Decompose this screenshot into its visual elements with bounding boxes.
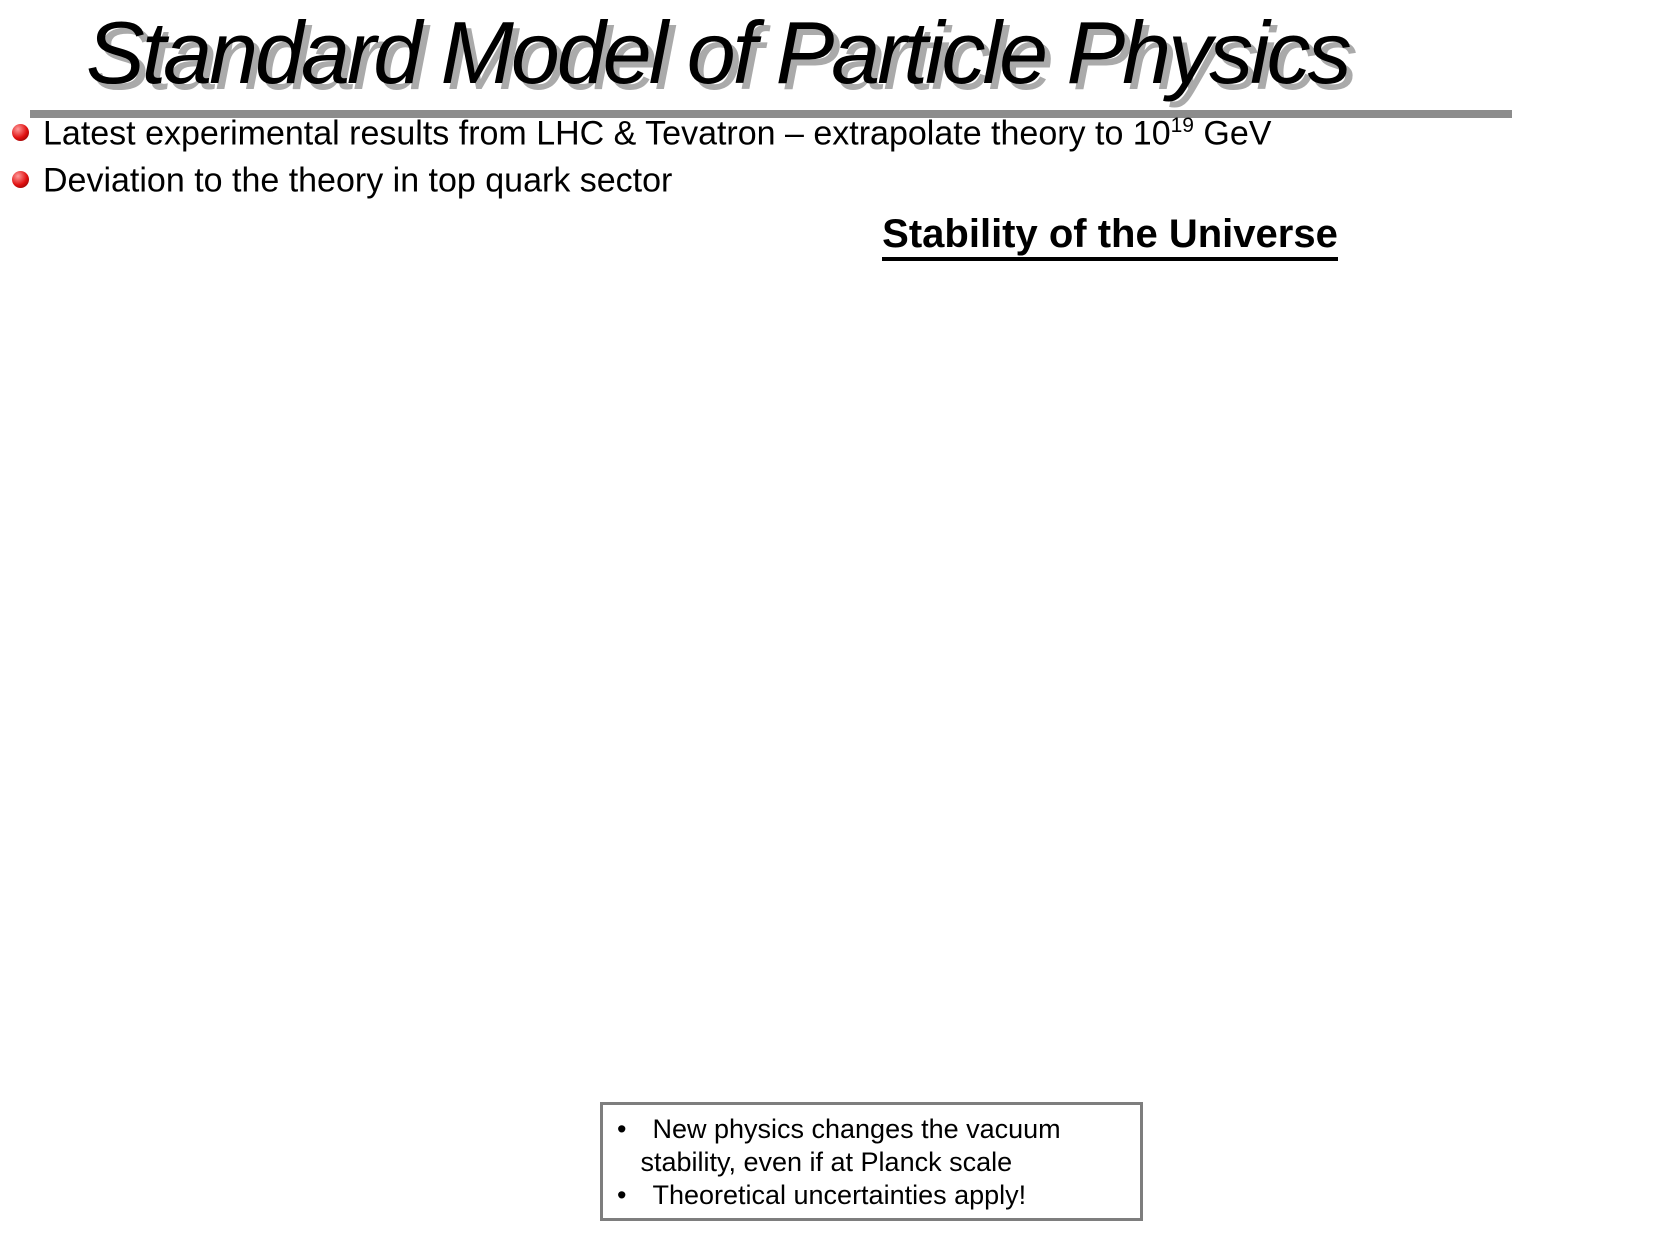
note-text: Theoretical uncertainties apply! [652,1179,1027,1210]
note-bullet-icon: • [617,1114,627,1144]
note-line: • Theoretical uncertainties apply! [617,1179,1130,1212]
vacuum-stability-chart [678,268,1653,1208]
stability-section-title: Stability of the Universe [810,212,1410,261]
title-divider [30,110,1512,118]
note-line: • New physics changes the vacuum stabili… [617,1113,1130,1179]
dphi-cross-section-chart [30,645,592,1180]
note-bullet-icon: • [617,1179,627,1210]
page-title: Standard Model of Particle Physics [86,3,1352,102]
note-text: New physics changes the vacuum stability… [640,1114,1061,1177]
bullet-item: Latest experimental results from LHC & T… [12,113,1271,154]
bullet-item: Deviation to the theory in top quark sec… [12,160,672,201]
note-box: • New physics changes the vacuum stabili… [600,1102,1143,1221]
bullet-text: Latest experimental results from LHC & T… [43,114,1272,153]
bullet-sphere-icon [12,124,29,141]
bullet-text: Deviation to the theory in top quark sec… [43,161,673,200]
tth-significance-chart [140,228,660,676]
bullet-sphere-icon [12,171,29,188]
